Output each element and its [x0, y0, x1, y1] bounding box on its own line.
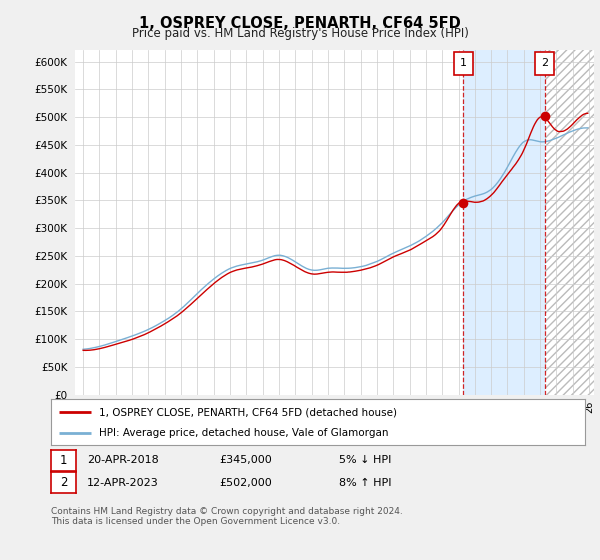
Bar: [545, 50, 597, 395]
Text: 8% ↑ HPI: 8% ↑ HPI: [339, 478, 391, 488]
Text: HPI: Average price, detached house, Vale of Glamorgan: HPI: Average price, detached house, Vale…: [99, 428, 389, 438]
Text: Price paid vs. HM Land Registry's House Price Index (HPI): Price paid vs. HM Land Registry's House …: [131, 27, 469, 40]
Text: 20-APR-2018: 20-APR-2018: [87, 455, 159, 465]
Text: 2: 2: [541, 58, 548, 68]
Text: 1, OSPREY CLOSE, PENARTH, CF64 5FD (detached house): 1, OSPREY CLOSE, PENARTH, CF64 5FD (deta…: [99, 407, 397, 417]
Text: 5% ↓ HPI: 5% ↓ HPI: [339, 455, 391, 465]
Text: Contains HM Land Registry data © Crown copyright and database right 2024.
This d: Contains HM Land Registry data © Crown c…: [51, 507, 403, 526]
Text: 1: 1: [60, 454, 67, 467]
FancyBboxPatch shape: [535, 52, 554, 74]
Text: £502,000: £502,000: [219, 478, 272, 488]
Text: 2: 2: [60, 476, 67, 489]
FancyBboxPatch shape: [454, 52, 473, 74]
Bar: [463, 50, 545, 395]
Text: 12-APR-2023: 12-APR-2023: [87, 478, 159, 488]
Bar: [545, 50, 597, 395]
Text: 1, OSPREY CLOSE, PENARTH, CF64 5FD: 1, OSPREY CLOSE, PENARTH, CF64 5FD: [139, 16, 461, 31]
Text: £345,000: £345,000: [219, 455, 272, 465]
Text: 1: 1: [460, 58, 467, 68]
